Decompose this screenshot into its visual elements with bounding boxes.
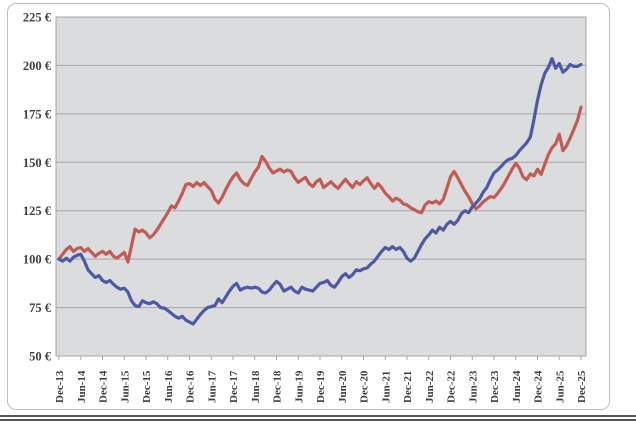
x-axis-tick-label: Dec-15 (141, 370, 153, 403)
y-axis-tick-label: 100 € (23, 253, 52, 267)
chart-svg: 50 € 75 € 100 € 125 € 150 € 175 € 200 € 225 € De… (23, 11, 588, 404)
x-axis-tick-label: Jun-14 (76, 370, 88, 403)
x-axis-tick-label: Jun-22 (424, 370, 436, 403)
y-axis-tick-label: 125 € (23, 204, 52, 218)
bottom-double-rule-top (0, 415, 636, 417)
red-series-line (57, 105, 583, 264)
x-axis-tick-label: Dec-23 (489, 370, 501, 403)
x-axis-tick-label: Jun-16 (163, 370, 175, 403)
x-axis-tick-label: Jun-19 (293, 370, 305, 403)
x-axis-tick-label: Dec-20 (359, 370, 371, 403)
x-axis-tick-label: Jun-21 (380, 371, 392, 403)
x-axis-tick-label: Jun-23 (467, 370, 479, 403)
y-axis-tick-label: 200 € (23, 59, 52, 73)
x-axis-tick-label: Dec-16 (185, 370, 197, 403)
y-axis-tick-label: 50 € (29, 350, 52, 364)
x-axis-tick-label: Dec-24 (533, 370, 545, 403)
bottom-double-rule-bottom (0, 419, 636, 421)
x-axis-tick-label: Jun-20 (337, 370, 349, 403)
x-axis-tick-label: Dec-13 (54, 370, 66, 403)
y-axis-tick-label: 150 € (23, 156, 52, 170)
line-chart: 50 € 75 € 100 € 125 € 150 € 175 € 200 € 225 € De… (7, 3, 610, 410)
x-axis-tick-label: Dec-14 (98, 370, 110, 403)
x-axis-tick-label: Jun-18 (250, 370, 262, 403)
x-axis-tick-label: Jun-24 (511, 370, 523, 403)
x-axis-tick-label: Dec-22 (446, 370, 458, 403)
x-axis-tick-label: Dec-17 (228, 370, 240, 403)
x-axis-tick-label: Dec-19 (315, 370, 327, 403)
x-axis-tick-label: Dec-18 (272, 370, 284, 403)
y-axis-tick-label: 175 € (23, 107, 52, 121)
plot-area (55, 16, 587, 357)
x-axis-tick-label: Dec-25 (576, 370, 588, 403)
x-axis-tick-label: Jun-15 (119, 370, 131, 403)
blue-series-line (57, 56, 583, 326)
x-axis-tick-label: Jun-25 (554, 370, 566, 403)
y-axis-tick-label: 75 € (29, 301, 52, 315)
y-axis-tick-label: 225 € (23, 11, 52, 25)
x-axis-tick-label: Jun-17 (206, 370, 218, 403)
x-axis-tick-label: Dec-21 (402, 371, 414, 403)
